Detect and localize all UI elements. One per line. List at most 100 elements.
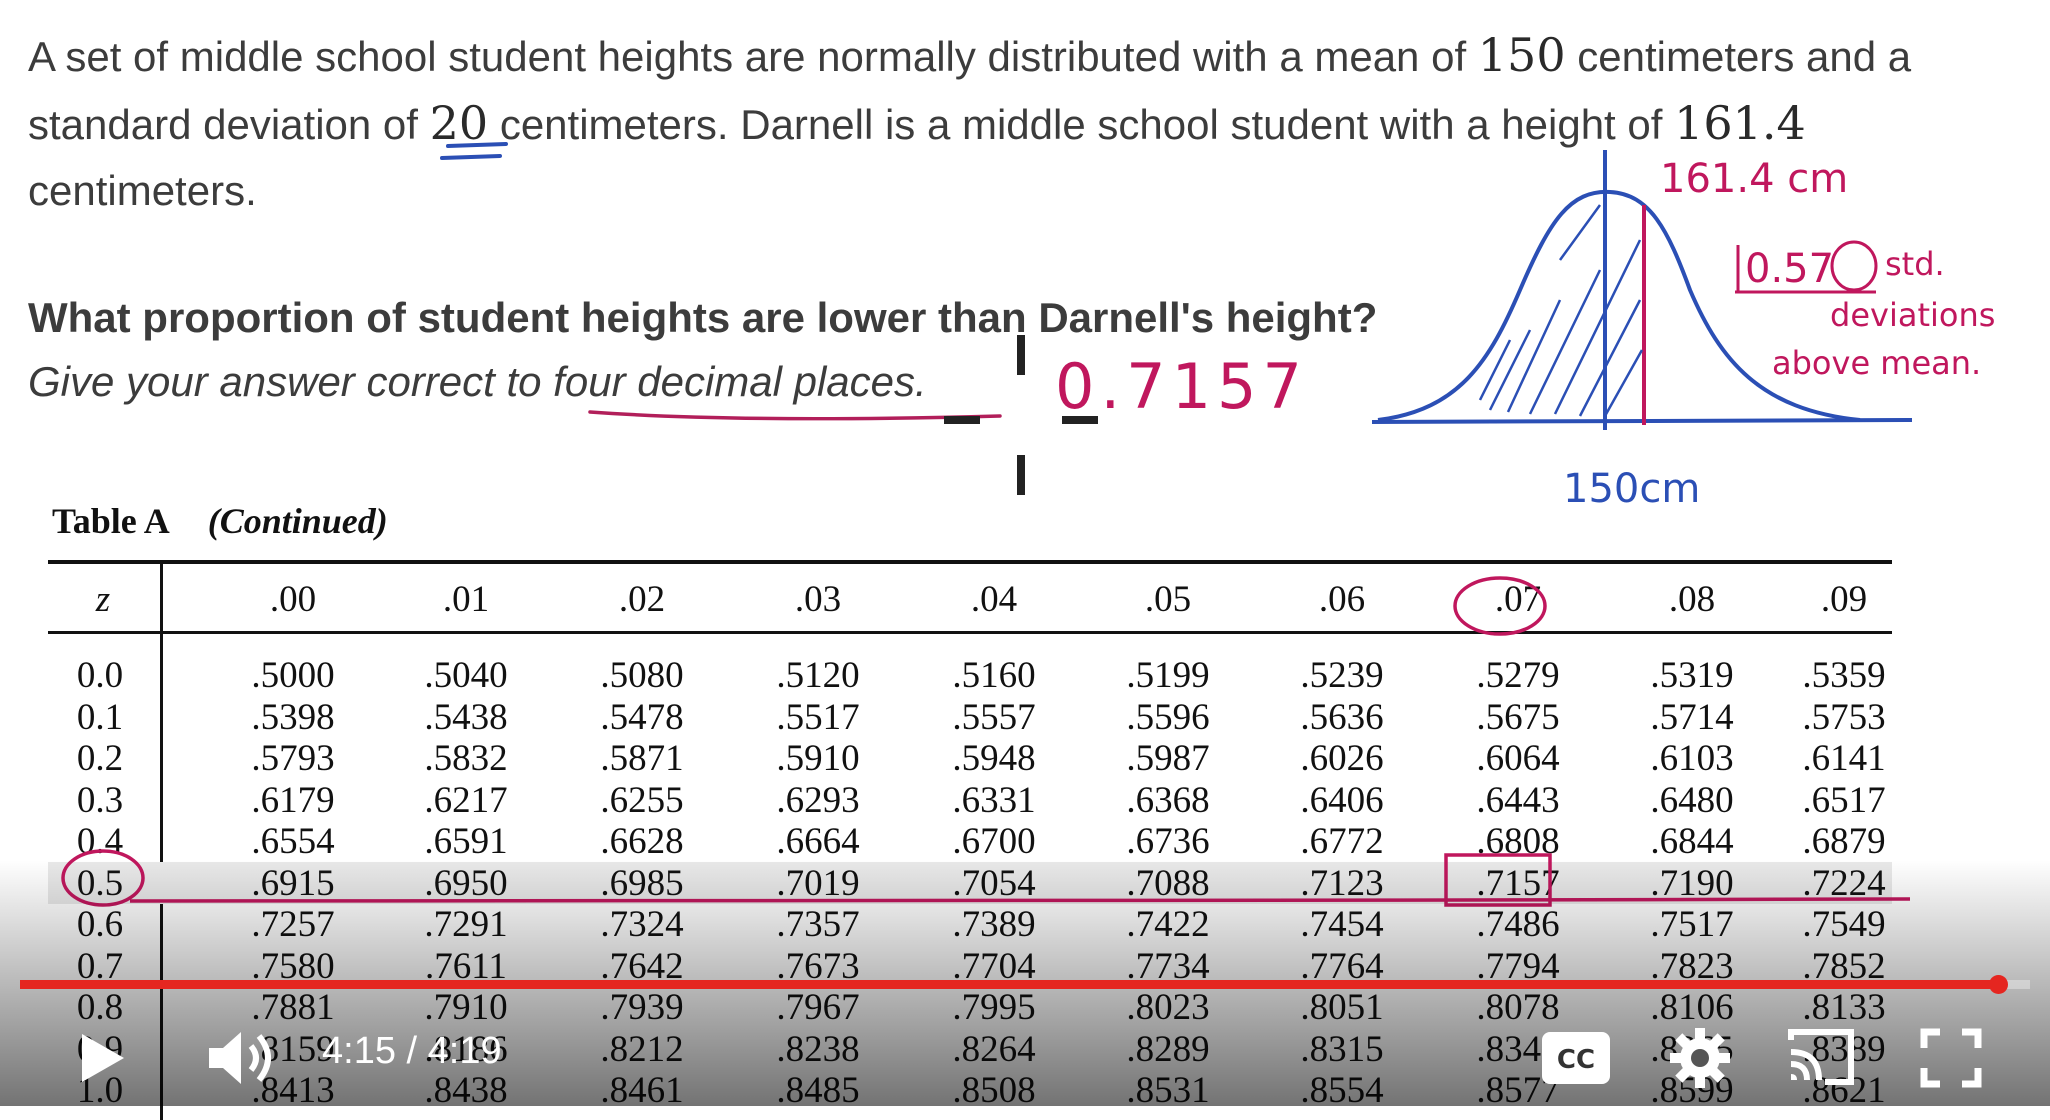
row-z-value: 0.3 [76, 779, 124, 821]
row-z-value: 0.0 [76, 655, 124, 696]
table-cell: .5636 [1300, 696, 1384, 738]
table-cell: .5279 [1476, 655, 1560, 696]
table-cell: .6179 [251, 779, 335, 821]
table-cell: .5319 [1650, 655, 1734, 696]
table-cell: .6591 [424, 821, 508, 862]
question-instruction: Give your answer correct to four decimal… [28, 358, 927, 405]
table-title-main: Table A [52, 501, 170, 541]
column-header: .07 [1494, 579, 1542, 620]
table-row: 0.0 .5000 .5040 .5080 .5120 .5160 .5199 .5239 .5… [48, 654, 1892, 696]
z-column-header: z [95, 579, 111, 620]
table-cell: .6808 [1476, 821, 1560, 862]
table-cell: .5753 [1802, 696, 1886, 738]
table-vertical-rule [160, 560, 163, 1120]
table-title-subtitle: (Continued) [207, 501, 388, 541]
table-cell: .6026 [1300, 738, 1384, 779]
problem-statement: A set of middle school student heights a… [28, 22, 2038, 224]
zscore-note-3: above mean. [1772, 344, 1981, 382]
table-cell: .6879 [1802, 821, 1886, 862]
table-cell: .5478 [600, 696, 684, 738]
problem-text-2: centimeters and a standard deviation of [28, 33, 1912, 148]
settings-icon[interactable] [1668, 1026, 1732, 1090]
svg-text:CC: CC [1557, 1045, 1595, 1075]
zscore-text: 0.57 [1745, 246, 1834, 292]
table-cell: .6141 [1802, 738, 1886, 779]
row-z-value: 0.2 [76, 738, 124, 779]
table-cell: .6736 [1126, 821, 1210, 862]
column-header: .08 [1668, 579, 1716, 620]
table-cell: .5438 [424, 696, 508, 738]
zscore-digit-circle [1830, 240, 1878, 292]
table-cell: .5199 [1126, 655, 1210, 696]
table-row: 0.2 .5793 .5832 .5871 .5910 .5948 .5987 .6026 .6… [48, 737, 1892, 779]
table-cell: .5160 [952, 655, 1036, 696]
column-header: .00 [269, 579, 317, 620]
table-cell: .5040 [424, 655, 508, 696]
table-cell: .5910 [776, 738, 860, 779]
table-header-rule [48, 631, 1892, 634]
table-cell: .6517 [1802, 779, 1886, 821]
table-cell: .6628 [600, 821, 684, 862]
table-cell: .6064 [1476, 738, 1560, 779]
table-cell: .5714 [1650, 696, 1734, 738]
table-cell: .6844 [1650, 821, 1734, 862]
table-cell: .5596 [1126, 696, 1210, 738]
table-cell: .5557 [952, 696, 1036, 738]
table-cell: .5793 [251, 738, 335, 779]
table-cell: .6480 [1650, 779, 1734, 821]
mean-value: 150 [1477, 28, 1566, 82]
table-cell: .5871 [600, 738, 684, 779]
table-cell: .5080 [600, 655, 684, 696]
table-row: 0.1 .5398 .5438 .5478 .5517 .5557 .5596 .5636 .5… [48, 696, 1892, 738]
table-cell: .5517 [776, 696, 860, 738]
sd-value: 20 [429, 96, 489, 150]
table-cell: .6406 [1300, 779, 1384, 821]
column-header: .04 [970, 579, 1018, 620]
table-cell: .6217 [424, 779, 508, 821]
column-header: .01 [442, 579, 490, 620]
column-header: .05 [1144, 579, 1192, 620]
table-cell: .6368 [1126, 779, 1210, 821]
cast-icon[interactable] [1785, 1026, 1857, 1088]
table-row: 0.3 .6179 .6217 .6255 .6293 .6331 .6368 .6406 .6… [48, 779, 1892, 821]
progress-bar[interactable] [20, 975, 2030, 994]
play-icon[interactable] [70, 1028, 130, 1088]
mean-label: 150cm [1563, 466, 1700, 512]
table-cell: .5398 [251, 696, 335, 738]
question: What proportion of student heights are l… [28, 286, 1377, 414]
table-cell: .5948 [952, 738, 1036, 779]
table-cell: .6255 [600, 779, 684, 821]
column-header: .03 [794, 579, 842, 620]
table-cell: .5239 [1300, 655, 1384, 696]
table-cell: .6700 [952, 821, 1036, 862]
table-cell: .5832 [424, 738, 508, 779]
table-top-rule [48, 560, 1892, 564]
table-cell: .6554 [251, 821, 335, 862]
height-value: 161.4 [1674, 96, 1806, 150]
table-cell: .5000 [251, 655, 335, 696]
table-cell: .5675 [1476, 696, 1560, 738]
problem-text-3: centimeters. Darnell is a middle school … [488, 101, 1675, 148]
fullscreen-icon[interactable] [1920, 1028, 1982, 1088]
time-display: 4:15 / 4:19 [322, 1030, 502, 1072]
problem-text-1: A set of middle school student heights a… [28, 33, 1478, 80]
table-row: 0.4 .6554 .6591 .6628 .6664 .6700 .6736 .6772 .6… [48, 820, 1892, 862]
column-header: .09 [1820, 579, 1868, 620]
problem-text-4: centimeters. [28, 167, 257, 214]
cc-icon[interactable]: CC [1540, 1030, 1612, 1086]
table-cell: .5120 [776, 655, 860, 696]
progress-played [20, 980, 1998, 989]
table-cell: .6103 [1650, 738, 1734, 779]
row-z-value: 0.4 [76, 821, 124, 862]
column-header: .06 [1318, 579, 1366, 620]
table-cell: .6443 [1476, 779, 1560, 821]
zscore-note-2: deviations [1830, 296, 1995, 334]
row-z-value: 0.1 [76, 696, 124, 738]
table-cell: .6664 [776, 821, 860, 862]
table-cell: .6293 [776, 779, 860, 821]
table-cell: .6772 [1300, 821, 1384, 862]
question-prompt: What proportion of student heights are l… [28, 294, 1378, 341]
table-cell: .6331 [952, 779, 1036, 821]
progress-scrubber[interactable] [1988, 975, 2008, 994]
volume-icon[interactable] [205, 1028, 281, 1088]
